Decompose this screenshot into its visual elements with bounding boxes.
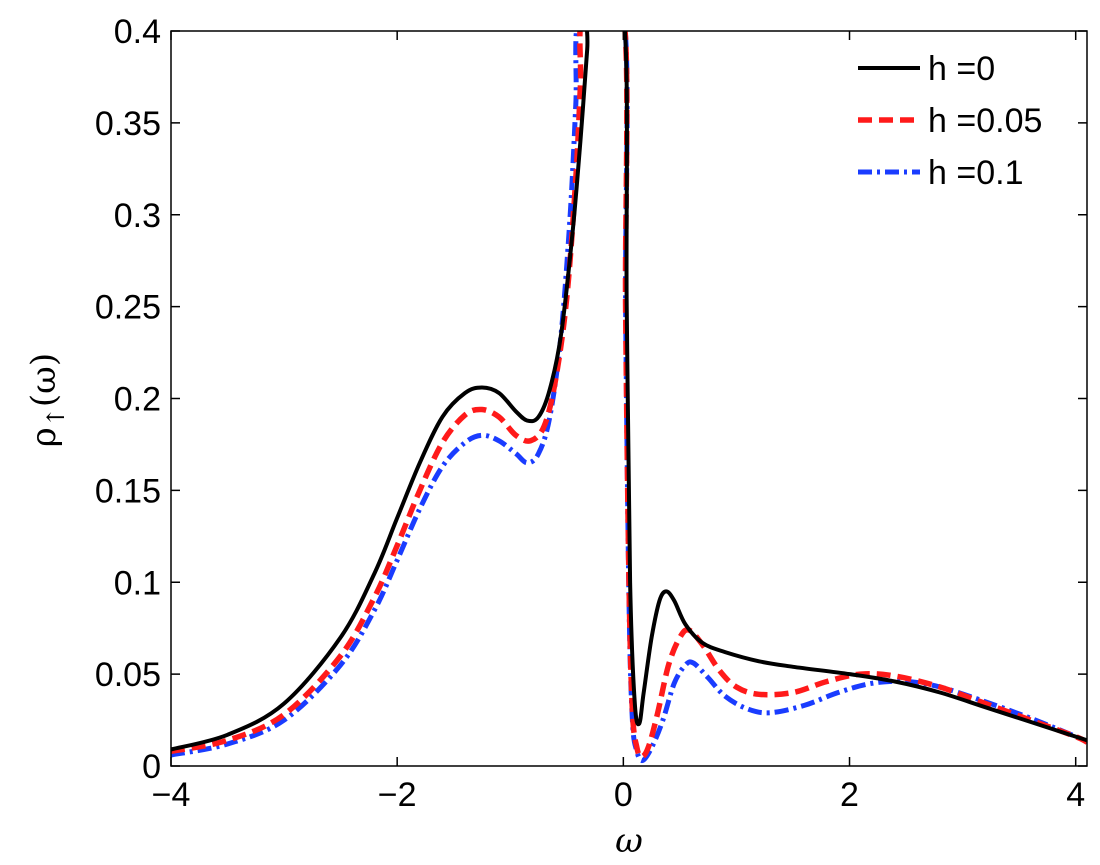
y-tick-label: 0.05 (95, 656, 161, 694)
x-tick-label: 4 (1066, 776, 1085, 814)
y-tick-label: 0.25 (95, 289, 161, 327)
x-tick-label: −2 (378, 776, 417, 814)
y-axis-label: ρ↑(ω) (24, 353, 70, 447)
y-axis-label-tail: (ω) (24, 353, 64, 407)
x-axis-label: ω (615, 821, 643, 861)
series-line-h0 (171, 31, 1087, 752)
x-tick-label: −4 (152, 776, 191, 814)
x-tick-label: 2 (840, 776, 859, 814)
legend-label-h0: h =0 (928, 50, 995, 88)
y-tick-label: 0 (142, 748, 161, 786)
y-tick-label: 0.2 (114, 381, 161, 419)
series-layer (171, 31, 1087, 764)
y-tick-label: 0.1 (114, 564, 161, 602)
ticks-layer: −4 −2 0 2 4 0 0.05 0.1 0.15 0.2 0.25 0.3 0.35 0.4 (95, 13, 1087, 814)
y-axis-label-sub: ↑ (42, 407, 70, 427)
y-tick-label: 0.4 (114, 13, 161, 51)
y-tick-label: 0.35 (95, 105, 161, 143)
y-tick-label: 0.15 (95, 472, 161, 510)
legend-label-h01: h =0.1 (928, 154, 1023, 192)
legend: h =0 h =0.05 h =0.1 (848, 44, 1076, 192)
legend-label-h005: h =0.05 (928, 102, 1042, 140)
svg-text:ρ↑(ω): ρ↑(ω) (24, 353, 70, 447)
y-axis-label-main: ρ (24, 427, 64, 447)
x-tick-label: 0 (614, 776, 633, 814)
y-tick-label: 0.3 (114, 197, 161, 235)
